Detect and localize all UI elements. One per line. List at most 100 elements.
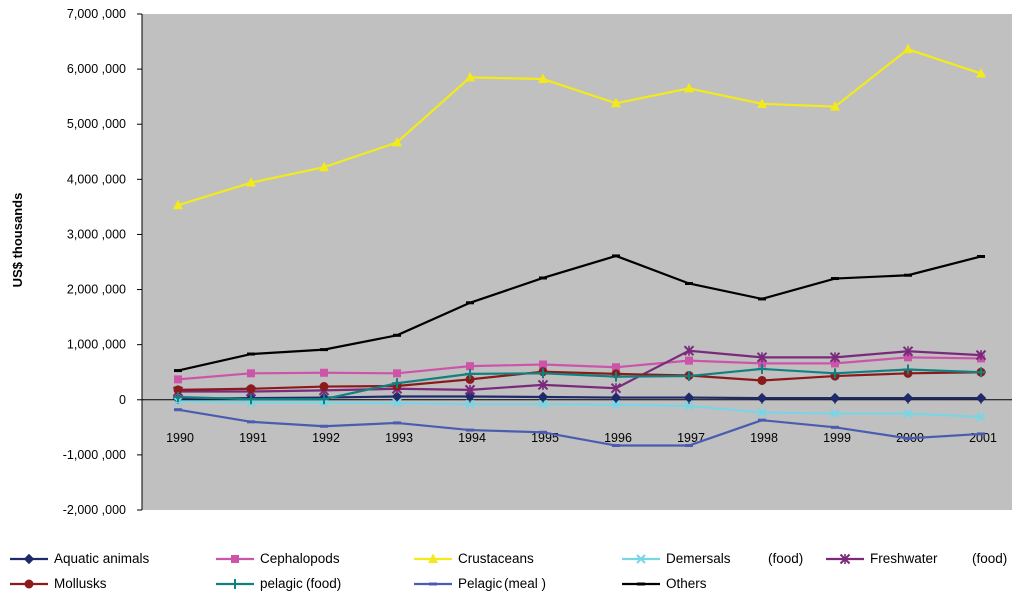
legend-item: Aquatic animals	[10, 551, 150, 566]
legend-label: pelagic	[260, 576, 303, 591]
legend-item: Mollusks	[10, 576, 107, 591]
series-line	[177, 395, 981, 400]
y-tick-label: -2,000 ,000	[63, 503, 126, 517]
data-point	[685, 356, 693, 365]
data-point	[758, 418, 766, 422]
data-point	[392, 398, 402, 408]
y-axis-label: US$ thousands	[10, 193, 25, 288]
legend-label: Others	[666, 576, 707, 591]
data-point	[246, 177, 256, 187]
data-point	[539, 276, 547, 280]
series-line	[178, 349, 982, 393]
series-line	[177, 400, 982, 418]
plot-area	[142, 14, 1012, 510]
data-point	[757, 363, 767, 374]
legend-label: Crustaceans	[458, 551, 534, 566]
data-point	[830, 408, 840, 419]
series-line	[177, 367, 982, 401]
legend-swatch-marker	[24, 579, 34, 589]
data-point	[612, 444, 620, 448]
data-point	[247, 369, 255, 378]
data-point	[173, 199, 183, 210]
data-point	[465, 368, 475, 379]
data-point	[904, 353, 912, 362]
x-tick-label: 1993	[385, 431, 413, 445]
data-point	[756, 392, 768, 404]
x-tick-label: 1999	[823, 431, 851, 445]
y-tick-label: 3,000 ,000	[67, 227, 126, 241]
data-point	[758, 297, 766, 301]
data-point	[392, 136, 402, 147]
x-tick-label: 1998	[750, 431, 778, 445]
legend-label-suffix: (meal )	[504, 576, 546, 591]
data-point	[685, 281, 693, 285]
data-point	[904, 436, 912, 440]
series-line	[177, 254, 982, 372]
series-others	[174, 254, 985, 373]
data-point	[757, 375, 767, 385]
data-point	[466, 362, 474, 371]
data-point	[610, 382, 622, 394]
data-point	[538, 368, 548, 379]
data-point	[246, 384, 256, 394]
data-point	[537, 391, 549, 403]
data-point	[538, 399, 548, 409]
data-point	[903, 43, 913, 54]
series-line	[177, 356, 982, 381]
data-point	[684, 401, 694, 411]
series-pelagic-meal	[174, 408, 985, 448]
data-point	[830, 101, 840, 111]
data-point	[904, 273, 912, 277]
data-point	[829, 352, 841, 363]
data-point	[393, 333, 401, 337]
y-tick-label: 6,000 ,000	[67, 62, 126, 76]
legend-label: Aquatic animals	[54, 551, 150, 566]
y-tick-label: 1,000 ,000	[67, 338, 126, 352]
data-point	[756, 352, 768, 363]
data-point	[393, 421, 401, 425]
legend-swatch-marker	[230, 579, 240, 589]
x-tick-label: 1996	[604, 431, 632, 445]
data-point	[465, 399, 475, 409]
data-point	[831, 425, 839, 429]
data-point	[902, 392, 914, 404]
legend-swatch-marker	[637, 582, 645, 586]
data-point	[976, 68, 986, 78]
legend-label-suffix: (food)	[768, 551, 803, 566]
data-point	[757, 407, 767, 418]
data-point	[684, 371, 694, 382]
data-point	[247, 352, 255, 356]
data-point	[538, 73, 548, 84]
data-point	[612, 254, 620, 258]
data-point	[391, 391, 403, 402]
y-tick-label: 2,000 ,000	[67, 283, 126, 297]
x-tick-label: 1991	[239, 431, 267, 445]
y-tick-label: 4,000 ,000	[67, 172, 126, 186]
data-point	[320, 348, 328, 352]
data-point	[903, 408, 913, 419]
data-point	[611, 371, 621, 382]
data-point	[757, 98, 767, 108]
data-point	[685, 444, 693, 448]
data-point	[393, 369, 401, 378]
data-point	[976, 412, 986, 422]
x-tick-label: 1994	[458, 431, 486, 445]
legend-item: Others	[622, 576, 707, 591]
data-point	[684, 82, 694, 93]
legend-item: pelagic (food)	[216, 576, 341, 591]
data-point	[247, 420, 255, 424]
data-point	[903, 364, 913, 375]
data-point	[319, 382, 329, 392]
y-tick-label: -1,000 ,000	[63, 448, 126, 462]
data-point	[977, 254, 985, 258]
data-point	[465, 374, 475, 384]
data-point	[830, 368, 840, 379]
data-point	[319, 161, 329, 172]
data-point	[683, 392, 695, 403]
legend-swatch-marker	[23, 553, 35, 565]
series-freshwater-food	[172, 345, 987, 397]
legend-swatch-marker	[636, 554, 646, 564]
data-point	[683, 345, 695, 356]
legend-item: Pelagic (meal )	[414, 576, 546, 591]
